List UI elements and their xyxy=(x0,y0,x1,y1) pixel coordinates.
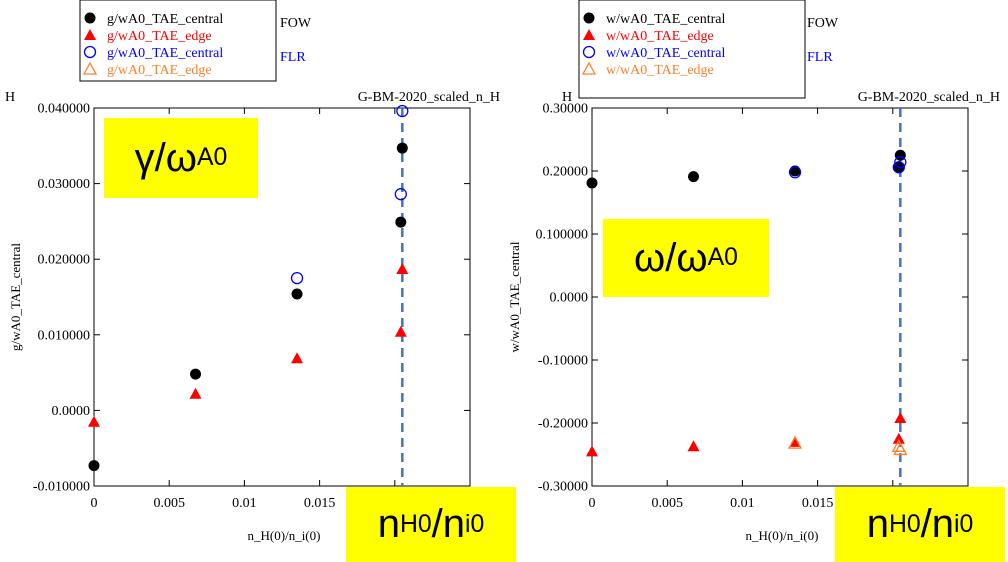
y-tick-label: 0.020000 xyxy=(38,253,91,268)
plot-frame xyxy=(93,107,471,487)
data-point xyxy=(892,432,905,444)
data-point xyxy=(396,263,409,275)
chart-title-right: G-BM-2020_scaled_n_H xyxy=(358,90,500,105)
data-point xyxy=(88,415,100,427)
x-overlay-main: n xyxy=(377,502,400,546)
y-tick-label: -0.10000 xyxy=(538,354,588,369)
data-point xyxy=(687,440,700,452)
legend-entry-label: w/wA0_TAE_edge xyxy=(606,29,714,44)
legend-group-label-flr: FLR xyxy=(807,50,833,65)
data-point xyxy=(290,271,304,285)
x-overlay-sep: /n xyxy=(431,502,465,546)
data-point xyxy=(787,435,803,449)
legend-box xyxy=(79,0,277,82)
y-tick-label: 0.030000 xyxy=(38,177,91,192)
x-tick-label: 0 xyxy=(91,496,98,511)
data-point xyxy=(789,435,802,447)
x-tick-label: 0.01 xyxy=(730,496,755,511)
y-tick-label: -0.20000 xyxy=(538,417,588,432)
y-axis-label: w/wA0_TAE_central xyxy=(507,241,522,352)
plot-frame xyxy=(591,107,969,487)
legend-marker xyxy=(582,45,596,59)
legend-entry-label: w/wA0_TAE_central xyxy=(606,46,726,61)
legend-marker xyxy=(583,29,595,40)
overlay-main: γ/ω xyxy=(134,135,197,180)
legend-group-label-fow: FOW xyxy=(807,16,839,31)
legend-entry-label: w/wA0_TAE_edge xyxy=(606,63,714,78)
data-point xyxy=(788,166,802,179)
data-point xyxy=(395,216,407,228)
data-point xyxy=(892,161,905,174)
legend-marker xyxy=(583,12,595,24)
y-tick-label: 0.20000 xyxy=(543,165,589,180)
x-overlay-main: n xyxy=(866,502,889,546)
data-point xyxy=(394,188,407,201)
chart-title-left: H xyxy=(562,90,572,105)
chart-title-left: H xyxy=(5,90,15,105)
x-tick-label: 0.005 xyxy=(651,496,683,511)
data-point xyxy=(189,387,202,399)
y-tick-label: 0.30000 xyxy=(543,102,589,117)
y-tick-label: 0.040000 xyxy=(38,102,91,117)
data-point xyxy=(586,445,598,457)
data-point xyxy=(894,156,907,169)
legend-entry-label: g/wA0_TAE_edge xyxy=(107,63,212,78)
legend-group-label-flr: FLR xyxy=(280,50,306,65)
x-axis-label: n_H(0)/n_i(0) xyxy=(248,528,321,543)
x-axis-label: n_H(0)/n_i(0) xyxy=(746,528,819,543)
legend-marker xyxy=(84,12,96,24)
data-point xyxy=(394,325,407,337)
x-tick-label: 0 xyxy=(589,496,596,511)
y-tick-label: -0.30000 xyxy=(538,480,588,495)
y-tick-label: 0.0000 xyxy=(52,404,91,419)
x-tick-label: 0.015 xyxy=(802,496,834,511)
data-point xyxy=(88,460,100,472)
legend-marker xyxy=(84,29,96,40)
legend-marker xyxy=(581,61,597,75)
data-point xyxy=(190,368,202,380)
legend-group-label-fow: FOW xyxy=(280,16,312,31)
chart-title-right: G-BM-2020_scaled_n_H xyxy=(858,90,1000,105)
y-tick-label: 0.010000 xyxy=(38,328,91,343)
legend-entry-label: g/wA0_TAE_central xyxy=(107,12,223,27)
legend-marker xyxy=(83,45,97,59)
legend-entry-label: g/wA0_TAE_edge xyxy=(107,29,212,44)
y-tick-label: -0.010000 xyxy=(33,480,90,495)
data-point xyxy=(586,177,598,189)
legend-entry-label: w/wA0_TAE_central xyxy=(606,12,726,27)
legend-box xyxy=(578,0,806,99)
right-x-overlay-label: n H0/n i0 xyxy=(835,487,1005,562)
legend-marker xyxy=(82,61,98,75)
x-tick-label: 0.01 xyxy=(232,496,257,511)
data-point xyxy=(688,171,700,183)
data-point xyxy=(893,442,908,456)
x-tick-label: 0.005 xyxy=(153,496,185,511)
y-tick-label: 0.100000 xyxy=(536,228,589,243)
legend-entry-label: g/wA0_TAE_central xyxy=(107,46,223,61)
x-overlay-sep: /n xyxy=(920,502,954,546)
y-axis-label: g/wA0_TAE_central xyxy=(8,243,23,351)
x-tick-label: 0.015 xyxy=(304,496,336,511)
y-tick-label: 0.0000 xyxy=(550,291,589,306)
frequency-overlay-label: ω/ω A0 xyxy=(603,219,769,297)
growth-rate-overlay-label: γ/ω A0 xyxy=(104,118,258,198)
overlay-main: ω/ω xyxy=(634,235,708,280)
data-point xyxy=(894,411,907,423)
left-x-overlay-label: n H0/n i0 xyxy=(346,487,516,562)
data-point xyxy=(396,104,409,118)
data-point xyxy=(291,288,303,300)
data-point xyxy=(396,142,408,154)
data-point xyxy=(291,352,304,364)
